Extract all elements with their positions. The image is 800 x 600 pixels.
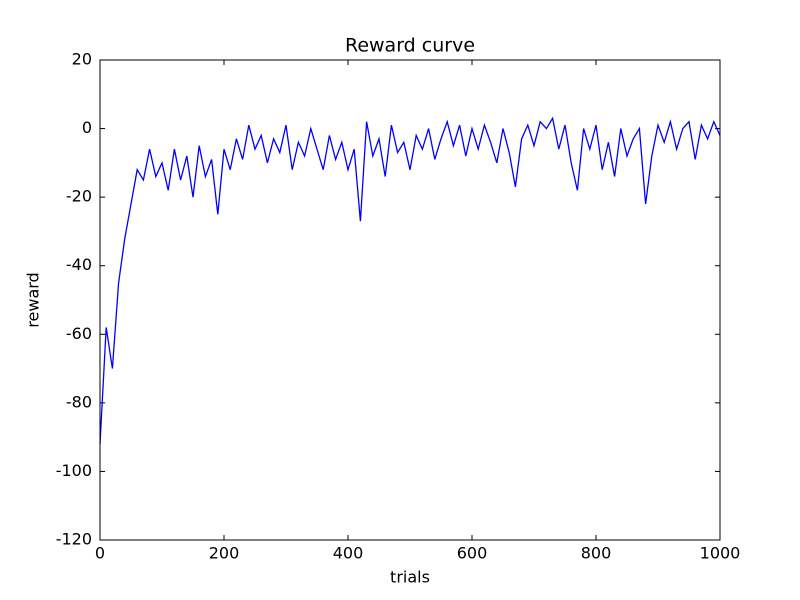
y-tick-label: 0 bbox=[82, 118, 92, 137]
y-tick-label: -40 bbox=[66, 255, 92, 274]
y-tick-label: -60 bbox=[66, 324, 92, 343]
y-tick-label: -20 bbox=[66, 187, 92, 206]
y-tick-label: -80 bbox=[66, 392, 92, 411]
plot-frame bbox=[99, 59, 721, 541]
y-tick-label: -120 bbox=[56, 530, 92, 549]
y-tick-label: -100 bbox=[56, 461, 92, 480]
x-tick-label: 1000 bbox=[700, 544, 741, 563]
chart-title: Reward curve bbox=[345, 35, 475, 57]
x-tick-label: 400 bbox=[333, 544, 364, 563]
y-tick-label: 20 bbox=[72, 50, 92, 69]
reward-line bbox=[99, 116, 721, 445]
x-axis-label: trials bbox=[390, 568, 430, 587]
x-tick-label: 0 bbox=[95, 544, 105, 563]
x-tick-label: 800 bbox=[581, 544, 612, 563]
x-tick-label: 200 bbox=[209, 544, 240, 563]
y-axis-label: reward bbox=[24, 272, 43, 327]
x-tick-label: 600 bbox=[457, 544, 488, 563]
